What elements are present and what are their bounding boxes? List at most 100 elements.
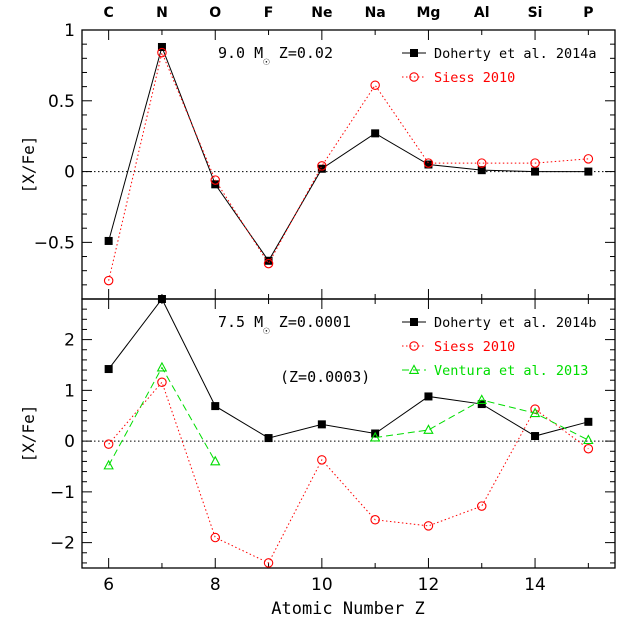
legend-label: Doherty et al. 2014b — [434, 315, 597, 331]
data-point — [424, 160, 433, 169]
y-tick-label: 1 — [64, 21, 75, 41]
y-tick-label: 0.5 — [48, 92, 75, 112]
x-tick-label: 6 — [103, 575, 114, 595]
data-point — [210, 532, 221, 543]
series-line — [108, 45, 589, 262]
series-line — [108, 298, 589, 439]
element-label: F — [264, 5, 274, 21]
legend-entry: Siess 2010 — [402, 339, 515, 355]
legend-entry: Doherty et al. 2014b — [402, 315, 597, 331]
x-tick-label: 14 — [524, 575, 546, 595]
data-point — [477, 400, 486, 409]
series-line — [375, 399, 589, 441]
series-ventura-et-al-2013 — [103, 361, 594, 470]
data-point — [423, 424, 434, 434]
data-point — [157, 42, 166, 51]
element-label: Al — [474, 5, 490, 21]
data-point — [156, 361, 168, 372]
data-point — [211, 402, 220, 411]
element-label: Mg — [416, 5, 440, 21]
data-point — [424, 392, 433, 401]
element-label: Na — [365, 5, 386, 21]
data-point — [104, 236, 113, 245]
data-point — [583, 434, 594, 445]
series-line — [108, 366, 216, 466]
data-point — [370, 80, 380, 90]
data-point — [210, 455, 221, 466]
data-point — [584, 167, 593, 176]
x-axis-label: Atomic Number Z — [271, 599, 425, 619]
legend-label: Ventura et al. 2013 — [434, 363, 588, 379]
legend-entry: Ventura et al. 2013 — [402, 363, 588, 379]
mass-metallicity-annotation: 7.5 M☉ Z=0.0001 — [218, 313, 351, 337]
data-point — [530, 158, 540, 168]
y-tick-label: 0 — [64, 163, 75, 183]
series-doherty-et-al-2014a — [104, 42, 593, 265]
data-point — [531, 167, 540, 176]
data-point — [210, 175, 221, 185]
panel-top: −0.5 0 0.5 1 [X/Fe] 9.0 M☉ Z=0.02 Doherty et a… — [19, 21, 616, 300]
data-point — [157, 295, 166, 303]
data-point — [369, 431, 381, 442]
plot-frame — [81, 29, 616, 300]
data-point — [371, 129, 380, 138]
data-point — [476, 501, 487, 511]
plot-frame — [81, 298, 616, 569]
element-label: O — [209, 5, 221, 21]
data-point — [103, 459, 114, 470]
data-point — [317, 164, 326, 173]
legend-marker — [410, 318, 418, 326]
x-tick-label: 12 — [418, 575, 440, 595]
y-axis-label: [X/Fe] — [19, 136, 38, 194]
data-point — [263, 258, 274, 269]
data-point — [104, 365, 113, 374]
mass-metallicity-annotation: 9.0 M☉ Z=0.02 — [218, 44, 333, 68]
data-point — [317, 455, 327, 465]
data-point — [157, 377, 167, 387]
data-point — [317, 420, 326, 429]
legend-marker — [408, 364, 420, 374]
x-tick-label: 10 — [311, 575, 333, 595]
series-line — [108, 51, 589, 281]
element-label: Ne — [311, 5, 332, 21]
data-point — [264, 256, 273, 265]
series-line — [108, 381, 589, 564]
element-label: N — [156, 5, 168, 21]
series-siess-2010 — [103, 377, 594, 568]
legend-marker — [409, 341, 419, 351]
data-point — [263, 558, 274, 568]
element-label: C — [104, 5, 114, 21]
data-point — [476, 394, 487, 404]
element-label: P — [583, 5, 593, 21]
legend-label: Siess 2010 — [434, 70, 515, 86]
data-point — [476, 158, 487, 168]
data-point — [423, 158, 434, 168]
data-point — [477, 166, 486, 175]
metallicity-note: (Z=0.0003) — [280, 368, 370, 386]
data-point — [583, 154, 594, 164]
data-point — [423, 521, 434, 531]
legend-marker — [410, 49, 418, 57]
data-point — [103, 439, 114, 449]
legend-entry: Doherty et al. 2014a — [402, 46, 597, 62]
y-tick-label: 2 — [64, 331, 75, 351]
y-tick-label: 1 — [64, 381, 75, 401]
legend-entry: Siess 2010 — [402, 70, 515, 86]
data-point — [529, 407, 541, 418]
legend-marker — [409, 72, 419, 82]
data-point — [317, 161, 327, 171]
y-tick-label: −1 — [50, 483, 75, 503]
element-label: Si — [528, 5, 543, 21]
data-point — [583, 443, 594, 454]
y-tick-label: −2 — [50, 534, 75, 554]
data-point — [531, 432, 540, 441]
series-siess-2010 — [103, 47, 594, 286]
y-tick-label: −0.5 — [34, 233, 75, 253]
data-point — [157, 47, 167, 58]
data-point — [103, 275, 114, 286]
x-tick-label: 8 — [210, 575, 221, 595]
data-point — [370, 515, 380, 525]
data-point — [264, 434, 273, 443]
panel-bottom: −2 −1 0 1 2 [X/Fe] 7.5 M☉ Z=0.0001 (Z=0.0003) Do… — [19, 295, 616, 569]
